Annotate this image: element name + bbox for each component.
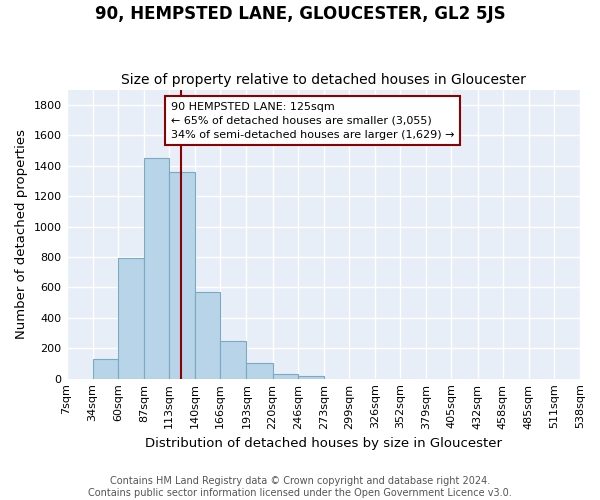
Text: 90 HEMPSTED LANE: 125sqm
← 65% of detached houses are smaller (3,055)
34% of sem: 90 HEMPSTED LANE: 125sqm ← 65% of detach… [171,102,454,140]
Text: Contains HM Land Registry data © Crown copyright and database right 2024.
Contai: Contains HM Land Registry data © Crown c… [88,476,512,498]
Bar [118,258,144,378]
Y-axis label: Number of detached properties: Number of detached properties [15,129,28,339]
Bar [247,362,272,378]
Bar [195,292,220,378]
Bar [92,359,118,378]
Text: 90, HEMPSTED LANE, GLOUCESTER, GL2 5JS: 90, HEMPSTED LANE, GLOUCESTER, GL2 5JS [95,5,505,23]
X-axis label: Distribution of detached houses by size in Gloucester: Distribution of detached houses by size … [145,437,502,450]
Bar [298,376,324,378]
Bar [220,340,247,378]
Bar [169,172,195,378]
Bar [144,158,169,378]
Title: Size of property relative to detached houses in Gloucester: Size of property relative to detached ho… [121,73,526,87]
Bar [272,374,298,378]
